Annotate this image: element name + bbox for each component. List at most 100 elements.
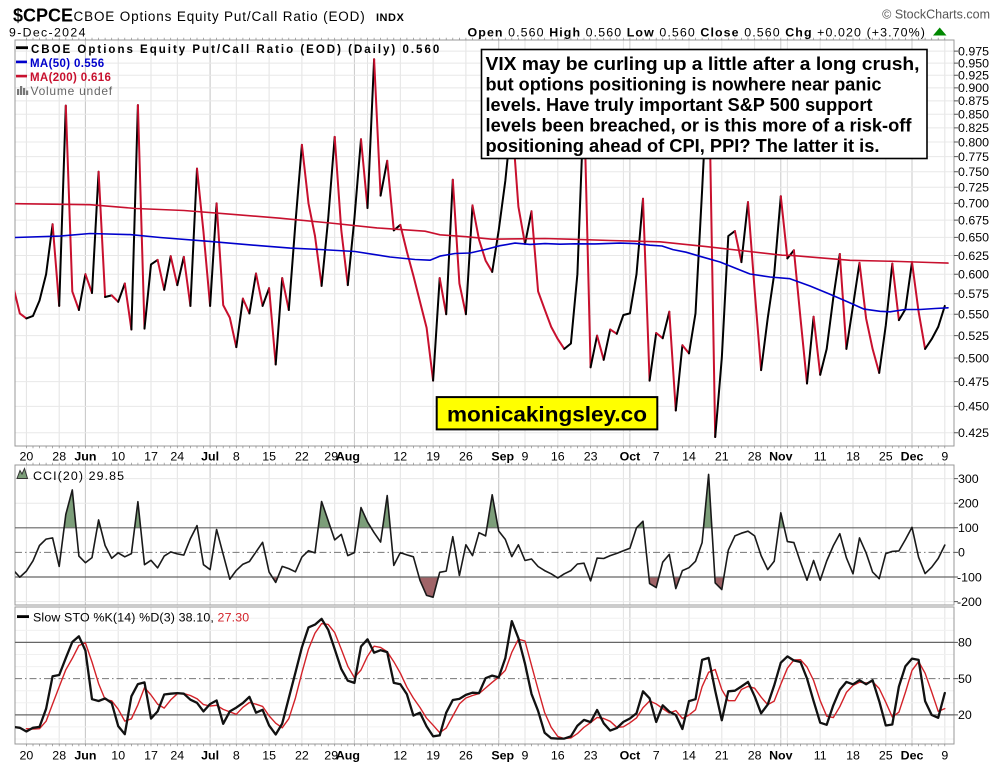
svg-text:Jun: Jun — [74, 749, 96, 763]
svg-text:-100: -100 — [957, 570, 982, 584]
svg-text:8: 8 — [233, 450, 240, 464]
svg-text:Aug: Aug — [336, 450, 360, 464]
svg-text:300: 300 — [958, 472, 979, 486]
svg-text:12: 12 — [393, 450, 407, 464]
svg-text:0.475: 0.475 — [958, 375, 989, 389]
svg-text:0.450: 0.450 — [958, 400, 989, 414]
svg-text:28: 28 — [52, 749, 66, 763]
svg-text:0.875: 0.875 — [958, 94, 989, 108]
svg-text:levels. Have truly important S: levels. Have truly important S&P 500 sup… — [486, 95, 873, 115]
svg-text:25: 25 — [879, 749, 893, 763]
svg-text:0.900: 0.900 — [958, 81, 989, 95]
svg-text:MA(50) 0.556: MA(50) 0.556 — [30, 58, 105, 70]
svg-text:20: 20 — [958, 708, 972, 722]
svg-text:0.525: 0.525 — [958, 329, 989, 343]
svg-text:80: 80 — [958, 636, 972, 650]
svg-text:Oct: Oct — [620, 450, 641, 464]
svg-text:Sep: Sep — [491, 450, 514, 464]
svg-text:14: 14 — [682, 749, 696, 763]
svg-text:200: 200 — [958, 497, 979, 511]
svg-text:15: 15 — [262, 450, 276, 464]
svg-text:0.725: 0.725 — [958, 181, 989, 195]
svg-text:17: 17 — [144, 749, 158, 763]
svg-text:26: 26 — [459, 749, 473, 763]
svg-text:50: 50 — [958, 672, 972, 686]
svg-text:19: 19 — [426, 450, 440, 464]
svg-text:0.975: 0.975 — [958, 44, 989, 58]
svg-text:9: 9 — [941, 450, 948, 464]
svg-text:21: 21 — [715, 450, 729, 464]
svg-text:7: 7 — [653, 450, 660, 464]
svg-text:Open 0.560 High 0.560 Low 0.56: Open 0.560 High 0.560 Low 0.560 Close 0.… — [468, 26, 926, 40]
svg-text:0.925: 0.925 — [958, 69, 989, 83]
svg-text:Jun: Jun — [74, 450, 96, 464]
svg-text:9: 9 — [941, 749, 948, 763]
svg-text:25: 25 — [879, 450, 893, 464]
svg-text:28: 28 — [748, 450, 762, 464]
svg-text:19: 19 — [426, 749, 440, 763]
svg-text:9: 9 — [522, 749, 529, 763]
svg-text:18: 18 — [846, 749, 860, 763]
svg-text:0.675: 0.675 — [958, 213, 989, 227]
svg-text:9: 9 — [522, 450, 529, 464]
svg-text:INDX: INDX — [376, 12, 404, 24]
svg-text:8: 8 — [233, 749, 240, 763]
svg-text:Aug: Aug — [336, 749, 360, 763]
svg-text:11: 11 — [814, 749, 827, 763]
svg-text:0.625: 0.625 — [958, 249, 989, 263]
svg-text:0.950: 0.950 — [958, 56, 989, 70]
svg-text:Nov: Nov — [769, 450, 793, 464]
svg-text:23: 23 — [584, 450, 598, 464]
svg-text:7: 7 — [653, 749, 660, 763]
svg-text:0.500: 0.500 — [958, 351, 989, 365]
svg-text:9-Dec-2024: 9-Dec-2024 — [9, 26, 87, 40]
svg-text:0.700: 0.700 — [958, 197, 989, 211]
svg-text:11: 11 — [814, 450, 827, 464]
svg-text:26: 26 — [459, 450, 473, 464]
svg-text:20: 20 — [20, 450, 34, 464]
svg-text:0.600: 0.600 — [958, 268, 989, 282]
svg-text:monicakingsley.co: monicakingsley.co — [447, 404, 647, 427]
svg-text:Oct: Oct — [620, 749, 641, 763]
svg-text:15: 15 — [262, 749, 276, 763]
svg-text:Jul: Jul — [201, 450, 219, 464]
svg-text:0.800: 0.800 — [958, 135, 989, 149]
svg-text:positioning ahead of CPI, PPI?: positioning ahead of CPI, PPI? The latte… — [486, 136, 880, 156]
svg-text:Dec: Dec — [901, 450, 924, 464]
svg-text:24: 24 — [170, 749, 184, 763]
svg-text:0.850: 0.850 — [958, 108, 989, 122]
svg-text:Dec: Dec — [901, 749, 924, 763]
svg-text:18: 18 — [846, 450, 860, 464]
svg-text:Volume undef: Volume undef — [31, 84, 113, 98]
svg-text:16: 16 — [551, 450, 565, 464]
svg-text:100: 100 — [958, 521, 979, 535]
svg-text:10: 10 — [111, 749, 125, 763]
svg-text:21: 21 — [715, 749, 729, 763]
svg-text:23: 23 — [584, 749, 598, 763]
svg-text:22: 22 — [295, 749, 309, 763]
svg-text:0.825: 0.825 — [958, 121, 989, 135]
svg-text:28: 28 — [748, 749, 762, 763]
svg-text:Nov: Nov — [769, 749, 793, 763]
svg-text:0.650: 0.650 — [958, 231, 989, 245]
svg-text:Slow STO %K(14) %D(3) 38.10, 2: Slow STO %K(14) %D(3) 38.10, 27.30 — [33, 611, 249, 625]
svg-text:Jul: Jul — [201, 749, 219, 763]
svg-text:0.750: 0.750 — [958, 165, 989, 179]
svg-text:CBOE Options Equity Put/Call R: CBOE Options Equity Put/Call Ratio (EOD)… — [31, 44, 441, 56]
svg-text:levels been breached, or is th: levels been breached, or is this more of… — [486, 115, 913, 135]
svg-text:10: 10 — [111, 450, 125, 464]
svg-text:28: 28 — [52, 450, 66, 464]
svg-text:29: 29 — [324, 749, 338, 763]
svg-text:14: 14 — [682, 450, 696, 464]
svg-text:0.575: 0.575 — [958, 287, 989, 301]
svg-text:$CPCE: $CPCE — [13, 6, 73, 26]
svg-text:-200: -200 — [957, 595, 982, 609]
svg-text:20: 20 — [20, 749, 34, 763]
svg-text:© StockCharts.com: © StockCharts.com — [882, 8, 990, 22]
svg-text:Sep: Sep — [491, 749, 514, 763]
svg-text:12: 12 — [393, 749, 407, 763]
svg-text:0.550: 0.550 — [958, 308, 989, 322]
svg-text:but options positioning is now: but options positioning is nowhere near … — [486, 74, 882, 94]
svg-text:VIX may be curling up a little: VIX may be curling up a little after a l… — [486, 54, 920, 74]
svg-text:MA(200) 0.616: MA(200) 0.616 — [30, 72, 111, 84]
